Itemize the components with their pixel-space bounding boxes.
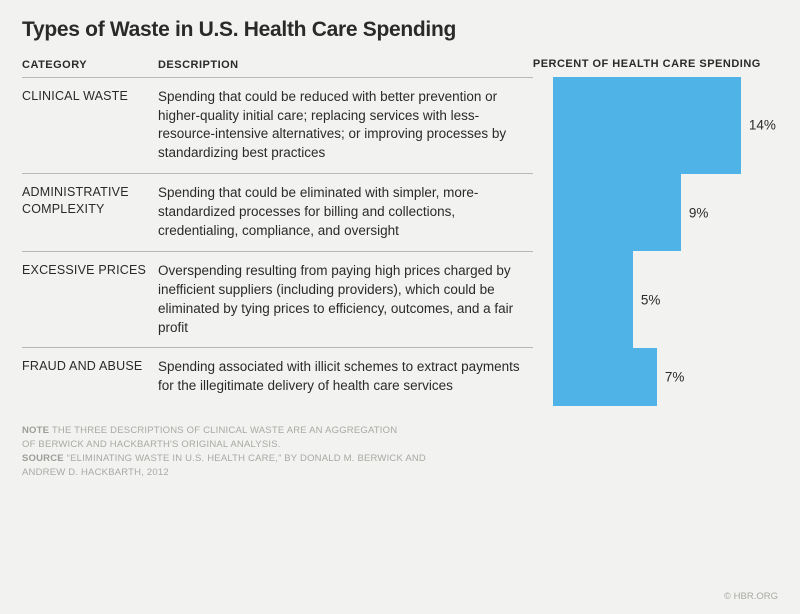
bar-value: 5% bbox=[641, 292, 661, 307]
header-description: DESCRIPTION bbox=[158, 59, 521, 71]
source-label: SOURCE bbox=[22, 453, 64, 464]
bar bbox=[553, 174, 681, 252]
description-text: Overspending resulting from paying high … bbox=[158, 262, 521, 338]
description-text: Spending associated with illicit schemes… bbox=[158, 358, 521, 396]
category-label: FRAUD AND ABUSE bbox=[22, 358, 158, 375]
bar-value: 7% bbox=[665, 370, 685, 385]
header-percent: PERCENT OF HEALTH CARE SPENDING bbox=[533, 58, 778, 71]
note-label: NOTE bbox=[22, 425, 49, 436]
chart-title: Types of Waste in U.S. Health Care Spend… bbox=[22, 18, 778, 42]
bar-value: 9% bbox=[689, 205, 709, 220]
bar bbox=[553, 251, 633, 348]
copyright: © HBR.ORG bbox=[724, 591, 778, 602]
table-row: CLINICAL WASTE Spending that could be re… bbox=[22, 77, 778, 174]
category-label: ADMINISTRATIVE COMPLEXITY bbox=[22, 184, 158, 218]
source-text: “ELIMINATING WASTE IN U.S. HEALTH CARE,”… bbox=[22, 453, 426, 478]
footer: NOTE THE THREE DESCRIPTIONS OF CLINICAL … bbox=[22, 424, 778, 479]
header-category: CATEGORY bbox=[22, 59, 158, 71]
description-text: Spending that could be eliminated with s… bbox=[158, 184, 521, 241]
category-label: EXCESSIVE PRICES bbox=[22, 262, 158, 279]
bar bbox=[553, 348, 657, 406]
description-text: Spending that could be reduced with bett… bbox=[158, 88, 521, 164]
bar-value: 14% bbox=[749, 118, 776, 133]
bar bbox=[553, 77, 741, 174]
note-text: THE THREE DESCRIPTIONS OF CLINICAL WASTE… bbox=[22, 425, 397, 450]
waste-table: CATEGORY DESCRIPTION PERCENT OF HEALTH C… bbox=[22, 58, 778, 406]
bar-chart: 14% 9% 5% 7% bbox=[533, 77, 778, 406]
category-label: CLINICAL WASTE bbox=[22, 88, 158, 105]
